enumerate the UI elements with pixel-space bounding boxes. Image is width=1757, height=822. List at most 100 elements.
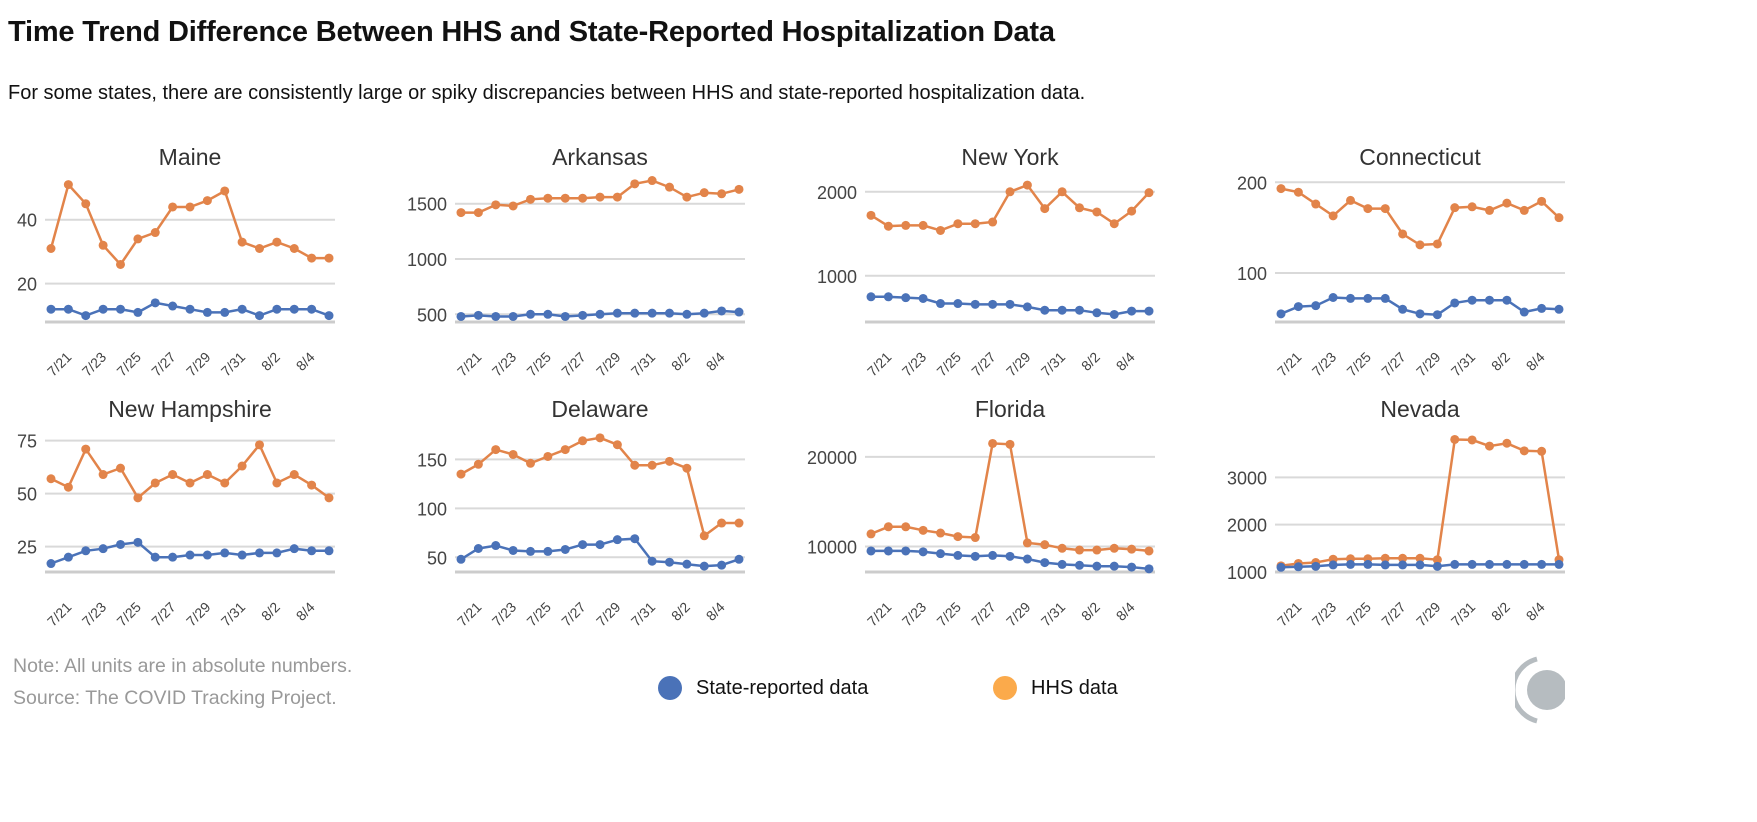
point-hhs — [307, 253, 317, 263]
point-state — [1432, 310, 1442, 320]
x-tick-label: 7/21 — [454, 599, 485, 630]
point-state — [918, 547, 928, 557]
x-tick-label: 7/21 — [44, 599, 75, 630]
point-state — [1467, 559, 1477, 569]
legend-item-state: State-reported data — [658, 676, 868, 700]
point-hhs — [272, 237, 282, 247]
point-state — [1328, 293, 1338, 302]
point-state — [289, 304, 299, 314]
point-hhs — [630, 179, 640, 189]
point-state — [699, 561, 709, 571]
point-hhs — [526, 194, 535, 204]
point-state — [81, 546, 91, 556]
y-tick-label: 75 — [17, 432, 37, 452]
x-tick-label: 7/21 — [1274, 599, 1305, 630]
point-state — [1109, 309, 1119, 319]
point-hhs — [1346, 195, 1355, 205]
point-hhs — [1293, 187, 1303, 197]
panel-nevada: Nevada 1000 2000 3000 7/21 7/23 7/25 7/27 7/29 7/… — [1227, 396, 1565, 629]
point-state — [1398, 560, 1408, 570]
point-hhs — [272, 478, 282, 488]
point-hhs — [116, 463, 125, 473]
point-state — [202, 550, 212, 560]
point-hhs — [1005, 439, 1015, 449]
point-hhs — [185, 202, 195, 212]
point-state — [491, 311, 501, 321]
point-state — [116, 304, 125, 314]
point-hhs — [988, 217, 998, 227]
point-state — [150, 552, 160, 562]
point-state — [1502, 295, 1512, 305]
point-hhs — [595, 192, 605, 202]
x-tick-label: 8/4 — [1523, 599, 1548, 624]
point-state — [883, 292, 893, 302]
point-state — [1276, 562, 1286, 572]
legend-item-hhs: HHS data — [993, 676, 1118, 700]
point-state — [936, 299, 945, 309]
point-state — [1057, 305, 1067, 315]
point-state — [133, 537, 143, 547]
point-hhs — [1467, 202, 1477, 212]
x-tick-label: 8/4 — [703, 349, 728, 374]
point-state — [237, 550, 247, 560]
point-state — [612, 535, 622, 545]
x-tick-label: 7/29 — [593, 349, 624, 380]
point-hhs — [734, 518, 744, 528]
point-state — [508, 311, 518, 321]
point-hhs — [1415, 553, 1425, 563]
x-tick-label: 7/27 — [1378, 599, 1409, 630]
point-hhs — [1380, 204, 1390, 214]
point-state — [46, 559, 56, 569]
point-hhs — [220, 186, 230, 196]
point-hhs — [1485, 441, 1494, 451]
point-hhs — [98, 470, 108, 480]
x-tick-label: 8/2 — [258, 599, 283, 624]
x-tick-label: 7/25 — [1343, 599, 1374, 630]
point-state — [508, 545, 518, 555]
y-tick-label: 1500 — [407, 195, 447, 215]
point-state — [1485, 295, 1494, 305]
point-hhs — [1075, 203, 1084, 213]
point-state — [185, 550, 195, 560]
point-state — [953, 550, 963, 560]
y-tick-label: 1000 — [817, 267, 857, 287]
point-state — [630, 308, 640, 318]
legend-swatch-state — [658, 676, 682, 700]
footer-note: Note: All units are in absolute numbers. — [13, 655, 353, 677]
point-state — [1346, 559, 1355, 569]
point-hhs — [936, 528, 945, 538]
x-tick-label: 7/29 — [183, 349, 214, 380]
point-hhs — [953, 219, 963, 229]
x-tick-label: 7/31 — [1448, 349, 1479, 380]
point-state — [1311, 561, 1321, 571]
point-state — [1537, 559, 1547, 569]
panel-title: Maine — [159, 144, 222, 170]
point-hhs — [699, 531, 709, 541]
point-state — [1022, 554, 1032, 564]
point-state — [1537, 303, 1547, 313]
point-state — [1293, 302, 1303, 312]
point-hhs — [526, 458, 535, 468]
point-state — [560, 311, 570, 321]
point-state — [150, 298, 160, 308]
point-hhs — [116, 259, 125, 269]
point-hhs — [1450, 434, 1460, 444]
point-state — [255, 311, 264, 321]
logo-icon — [1515, 656, 1565, 724]
point-hhs — [1328, 211, 1338, 221]
point-hhs — [1109, 219, 1119, 229]
panel-connecticut: Connecticut 100 200 7/21 7/23 7/25 7/27 7/29 7/3… — [1237, 144, 1565, 379]
point-hhs — [953, 532, 963, 542]
point-state — [272, 548, 282, 558]
x-tick-label: 7/25 — [113, 349, 144, 380]
point-hhs — [63, 482, 73, 492]
y-tick-label: 50 — [17, 485, 37, 505]
point-state — [595, 309, 605, 319]
point-state — [1363, 293, 1373, 303]
point-hhs — [456, 469, 466, 479]
point-state — [1450, 298, 1460, 308]
panel-delaware: Delaware 50 100 150 7/21 7/23 7/25 7/27 7/29 7/31… — [417, 396, 745, 629]
point-hhs — [491, 200, 501, 210]
line-hhs — [50, 442, 330, 500]
point-state — [883, 546, 893, 556]
